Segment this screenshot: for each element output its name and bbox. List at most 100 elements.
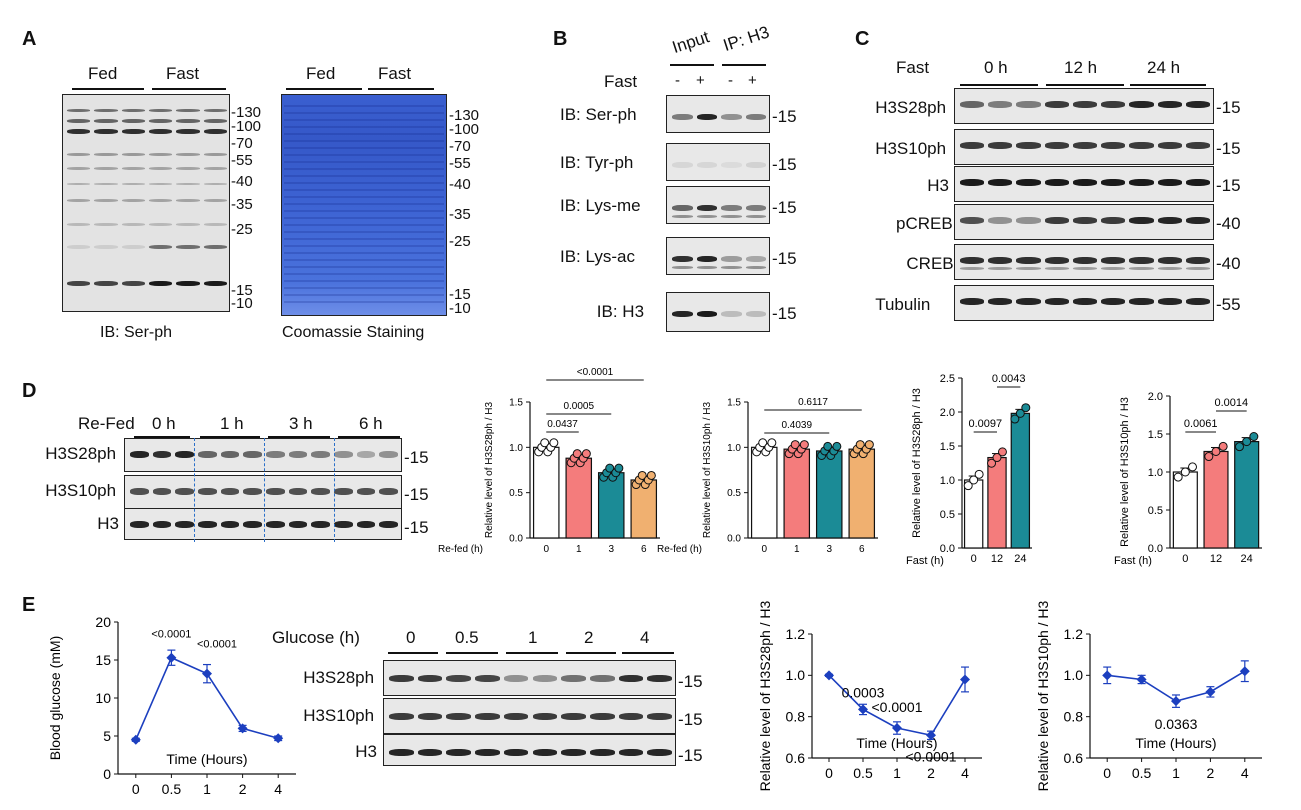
data-point (790, 440, 800, 450)
row-label: H3S28ph (303, 668, 375, 687)
gel-streak (284, 259, 444, 261)
y-axis-label: Relative level of H3S28ph / H3 (911, 388, 923, 538)
mw-marker: -40 (1216, 214, 1241, 233)
mw-marker: -130 (449, 107, 480, 124)
data-point (549, 438, 559, 448)
y-tick-label: 0.5 (727, 488, 741, 499)
gel-streak (284, 126, 444, 128)
blot-band (203, 223, 227, 226)
blot-band (175, 451, 194, 458)
y-tick-label: 15 (95, 652, 111, 668)
fast-bracket (152, 88, 226, 90)
panel-b-blot-row (666, 95, 770, 133)
blot-band (589, 713, 615, 720)
blot-band (389, 675, 414, 682)
blot-band (960, 101, 985, 108)
gel-streak (284, 175, 444, 177)
blot-band (1072, 257, 1098, 264)
blot-band (1072, 298, 1098, 305)
blot-band (446, 713, 472, 720)
gel-streak (284, 161, 444, 163)
blot-band (988, 179, 1013, 186)
y-tick-label: 2.0 (1148, 391, 1163, 403)
data-point (1021, 403, 1031, 413)
lane-divider (264, 438, 265, 542)
blot-band (1129, 267, 1154, 270)
p-value-label: <0.0001 (151, 629, 191, 641)
mw-marker: -70 (231, 135, 253, 152)
blot-band (1185, 142, 1210, 149)
data-point (767, 438, 777, 448)
x-tick-label: 0 (1182, 553, 1188, 565)
blot-band (121, 153, 145, 156)
p-value-label: 0.0003 (842, 684, 885, 700)
data-point (926, 730, 936, 741)
blot-band (379, 521, 398, 528)
blot-band (203, 153, 227, 156)
blot-band (121, 223, 145, 226)
blot-band (1101, 101, 1126, 108)
blot-band (745, 162, 766, 168)
blot-band (152, 521, 172, 528)
x-tick-label: 1 (203, 781, 211, 797)
blot-band (446, 749, 472, 756)
y-axis-label: Relative level of H3S28ph / H3 (484, 401, 495, 538)
glucose-4: 4 (640, 628, 650, 647)
mw-marker: -15 (1216, 176, 1241, 195)
x-tick-label: 4 (274, 781, 282, 797)
blot-band (532, 675, 558, 682)
coomassie-fast-bracket (368, 88, 434, 90)
blot-band (446, 675, 472, 682)
gel-streak (284, 182, 444, 184)
blot-band (1157, 298, 1182, 305)
y-tick-label: 1.5 (940, 441, 955, 453)
mw-marker: -10 (449, 300, 471, 317)
blot-band (721, 256, 742, 262)
blot-band (379, 451, 398, 458)
coomassie-fed-bracket (286, 88, 362, 90)
blot-band (176, 119, 200, 123)
x-tick-label: 3 (826, 544, 832, 555)
blot-band (94, 109, 118, 112)
y-tick-label: 0.5 (940, 509, 955, 521)
blot-band (203, 119, 227, 123)
blot-band (696, 114, 717, 120)
mw-marker: -35 (449, 206, 471, 223)
mw-marker: -55 (231, 152, 253, 169)
x-tick-label: 12 (1210, 553, 1222, 565)
bar (1172, 471, 1198, 549)
y-tick-label: 0.5 (1148, 505, 1163, 517)
blot-band (94, 129, 118, 134)
lane-divider (194, 438, 195, 542)
x-axis-label: Fast (h) (906, 555, 944, 567)
x-tick-label: 4 (961, 765, 969, 781)
x-tick-label: 0 (132, 781, 140, 797)
blot-band (243, 488, 262, 495)
blot-band (67, 109, 91, 112)
row-label: pCREB (896, 214, 953, 233)
row-label: IB: Lys-ac (560, 247, 635, 266)
blot-band (149, 245, 173, 249)
gel-streak (284, 168, 444, 170)
data-point (799, 440, 809, 450)
blot-band (94, 223, 118, 226)
blot-band (589, 675, 615, 682)
gel-streak (284, 231, 444, 233)
y-tick-label: 1.2 (1064, 626, 1084, 642)
blot-band (334, 488, 353, 495)
row-label: IB: H3 (596, 302, 645, 321)
sign-1: - (675, 72, 680, 89)
bar (1203, 450, 1229, 549)
y-tick-label: 0.0 (727, 534, 741, 545)
blot-band (130, 521, 149, 528)
y-tick-label: 10 (95, 690, 111, 706)
blot-band (1157, 257, 1182, 264)
blot-band (696, 311, 717, 317)
refed-bracket-3 (268, 436, 330, 438)
data-point (1234, 442, 1244, 452)
blot-band (1016, 101, 1041, 108)
y-tick-label: 1.2 (786, 626, 806, 642)
data-point (1218, 441, 1228, 451)
blot-band (198, 451, 217, 458)
y-tick-label: 0 (103, 766, 111, 782)
